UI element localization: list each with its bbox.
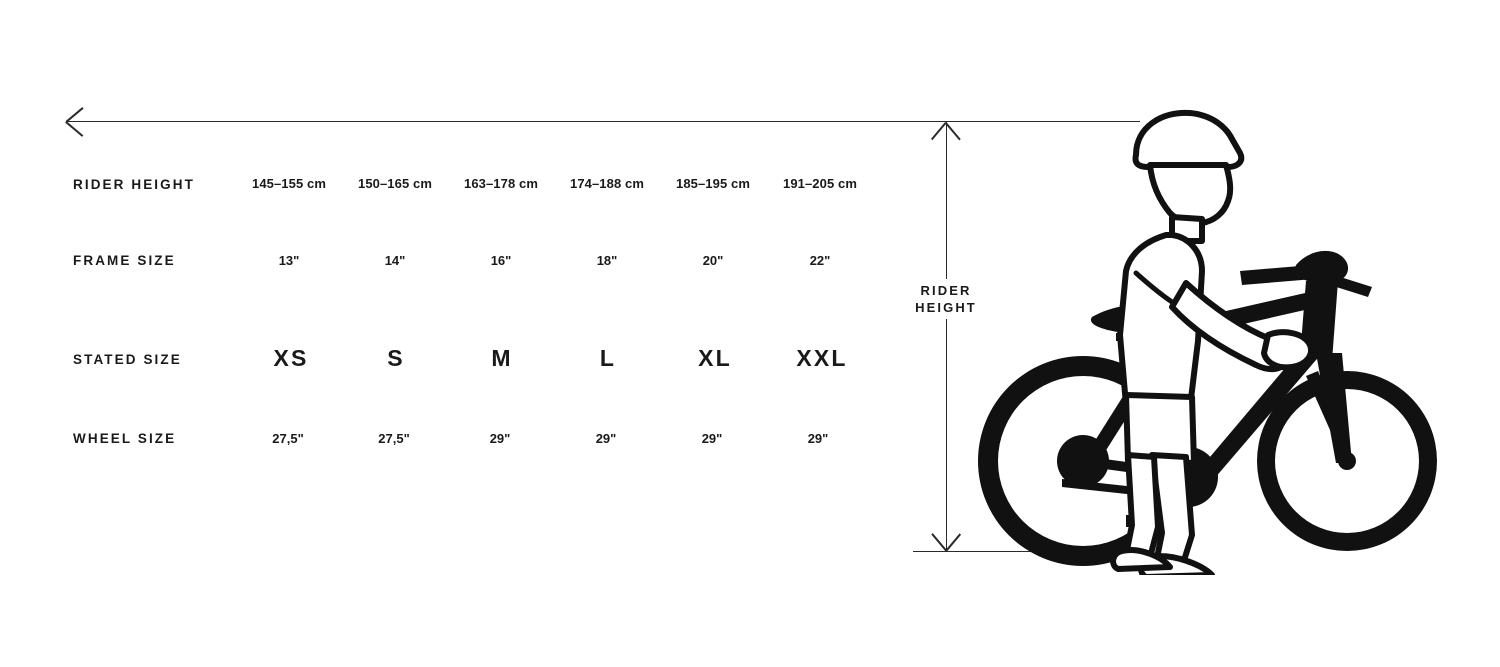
row-label-stated-size: STATED SIZE bbox=[73, 352, 182, 367]
dimension-line-horizontal bbox=[66, 121, 1140, 122]
cell-stated-size-xs: XS bbox=[273, 345, 309, 371]
cell-frame-size-s: 14" bbox=[384, 253, 406, 268]
cell-rider-height-xl: 185–195 cm bbox=[675, 176, 751, 191]
cell-rider-height-l: 174–188 cm bbox=[569, 176, 645, 191]
cell-frame-size-xs: 13" bbox=[278, 253, 300, 268]
cell-rider-height-m: 163–178 cm bbox=[463, 176, 539, 191]
cell-wheel-size-xl: 29" bbox=[701, 431, 723, 446]
dimension-line-vertical bbox=[946, 121, 947, 552]
dimension-label-rider-height: RIDER HEIGHT bbox=[909, 279, 983, 319]
dimension-label-line2: HEIGHT bbox=[915, 300, 977, 315]
cell-rider-height-xxl: 191–205 cm bbox=[782, 176, 858, 191]
cell-stated-size-l: L bbox=[599, 345, 617, 371]
cell-wheel-size-m: 29" bbox=[489, 431, 511, 446]
row-label-frame-size: FRAME SIZE bbox=[73, 253, 176, 268]
cell-wheel-size-l: 29" bbox=[595, 431, 617, 446]
cell-frame-size-l: 18" bbox=[596, 253, 618, 268]
rider-outline bbox=[1110, 109, 1314, 575]
cell-rider-height-s: 150–165 cm bbox=[357, 176, 433, 191]
ground-line bbox=[913, 551, 1066, 552]
cyclist-bike-illustration bbox=[940, 95, 1480, 575]
cell-stated-size-m: M bbox=[491, 345, 513, 371]
cell-wheel-size-s: 27,5" bbox=[378, 431, 410, 446]
cell-frame-size-xxl: 22" bbox=[809, 253, 831, 268]
cell-frame-size-m: 16" bbox=[490, 253, 512, 268]
dimension-label-line1: RIDER bbox=[920, 283, 972, 298]
cell-stated-size-xl: XL bbox=[698, 345, 732, 371]
cell-frame-size-xl: 20" bbox=[702, 253, 724, 268]
cell-wheel-size-xs: 27,5" bbox=[272, 431, 304, 446]
row-label-rider-height: RIDER HEIGHT bbox=[73, 177, 195, 192]
row-label-wheel-size: WHEEL SIZE bbox=[73, 431, 177, 446]
cell-stated-size-s: S bbox=[387, 345, 405, 371]
cell-stated-size-xxl: XXL bbox=[796, 345, 848, 371]
size-table: RIDER HEIGHT FRAME SIZE STATED SIZE WHEE… bbox=[73, 176, 858, 446]
cell-wheel-size-xxl: 29" bbox=[807, 431, 829, 446]
cell-rider-height-xs: 145–155 cm bbox=[251, 176, 327, 191]
